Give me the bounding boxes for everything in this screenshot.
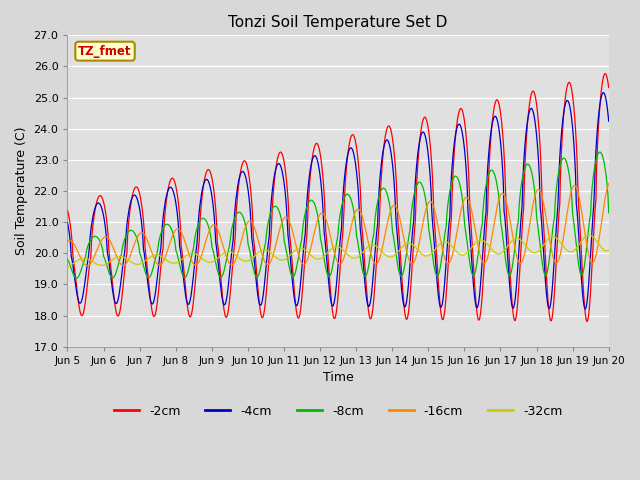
- -16cm: [63, 239, 71, 244]
- -8cm: [605, 210, 612, 216]
- -8cm: [404, 236, 412, 242]
- -16cm: [404, 255, 412, 261]
- -4cm: [74, 292, 81, 298]
- -32cm: [605, 248, 612, 253]
- -4cm: [605, 118, 612, 124]
- -8cm: [63, 257, 71, 263]
- -16cm: [605, 181, 612, 187]
- -16cm: [130, 243, 138, 249]
- -4cm: [582, 306, 589, 312]
- -16cm: [213, 226, 221, 231]
- -4cm: [184, 301, 192, 307]
- -16cm: [420, 214, 428, 219]
- -16cm: [83, 263, 91, 268]
- -16cm: [74, 248, 81, 253]
- -32cm: [74, 258, 81, 264]
- Line: -16cm: -16cm: [67, 184, 609, 265]
- Legend: -2cm, -4cm, -8cm, -16cm, -32cm: -2cm, -4cm, -8cm, -16cm, -32cm: [109, 400, 567, 423]
- -8cm: [73, 275, 81, 281]
- Text: TZ_fmet: TZ_fmet: [78, 45, 132, 58]
- -2cm: [420, 116, 428, 121]
- -8cm: [185, 266, 193, 272]
- -32cm: [129, 260, 137, 266]
- -32cm: [404, 240, 412, 246]
- Y-axis label: Soil Temperature (C): Soil Temperature (C): [15, 127, 28, 255]
- -32cm: [585, 232, 593, 238]
- -4cm: [420, 129, 428, 135]
- -8cm: [420, 190, 428, 195]
- X-axis label: Time: Time: [323, 372, 353, 384]
- -2cm: [129, 190, 137, 196]
- -2cm: [212, 218, 220, 224]
- -2cm: [404, 314, 412, 320]
- -8cm: [596, 149, 604, 155]
- -32cm: [420, 252, 428, 258]
- -2cm: [63, 207, 71, 213]
- -2cm: [74, 289, 81, 295]
- -4cm: [600, 90, 607, 96]
- -8cm: [130, 229, 138, 235]
- -2cm: [605, 84, 612, 90]
- -16cm: [185, 250, 193, 256]
- -8cm: [74, 275, 82, 280]
- Line: -2cm: -2cm: [67, 73, 609, 322]
- Line: -4cm: -4cm: [67, 93, 609, 309]
- -8cm: [213, 267, 221, 273]
- -4cm: [129, 193, 137, 199]
- Line: -8cm: -8cm: [67, 152, 609, 278]
- -4cm: [404, 290, 412, 296]
- -2cm: [601, 71, 609, 76]
- -32cm: [184, 252, 192, 257]
- -4cm: [63, 219, 71, 225]
- -2cm: [184, 307, 192, 312]
- -2cm: [583, 319, 591, 324]
- -4cm: [212, 244, 220, 250]
- Line: -32cm: -32cm: [67, 235, 609, 266]
- -32cm: [212, 256, 220, 262]
- -32cm: [63, 264, 71, 269]
- Title: Tonzi Soil Temperature Set D: Tonzi Soil Temperature Set D: [228, 15, 448, 30]
